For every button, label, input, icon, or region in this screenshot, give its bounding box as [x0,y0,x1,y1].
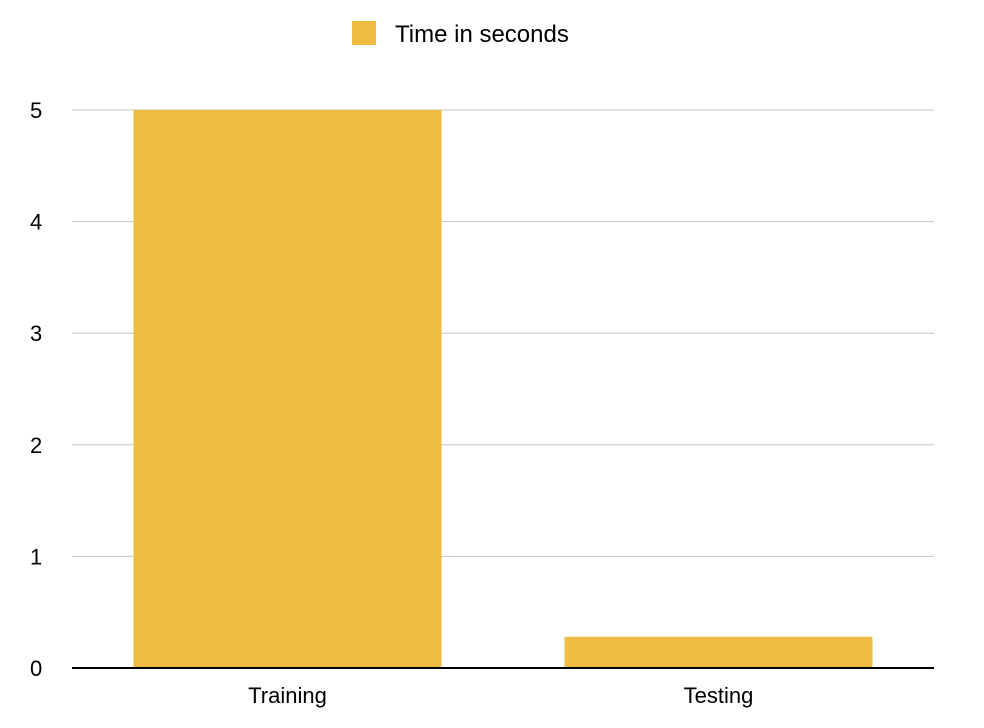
y-tick-label-4: 4 [30,210,42,235]
y-tick-label-0: 0 [30,656,42,681]
bar-testing [564,636,873,668]
x-axis: Training Testing [72,667,934,708]
legend-label: Time in seconds [395,21,569,48]
y-tick-label-3: 3 [30,321,42,346]
x-tick-label-training: Training [248,683,327,708]
y-tick-label-1: 1 [30,544,42,569]
bars [133,110,873,668]
x-tick-label-testing: Testing [684,683,754,708]
y-tick-label-5: 5 [30,98,42,123]
y-tick-label-2: 2 [30,433,42,458]
legend: Time in seconds [352,21,569,48]
y-axis: 0 1 2 3 4 5 [30,98,42,681]
bar-training [133,110,442,668]
legend-swatch [352,21,376,45]
